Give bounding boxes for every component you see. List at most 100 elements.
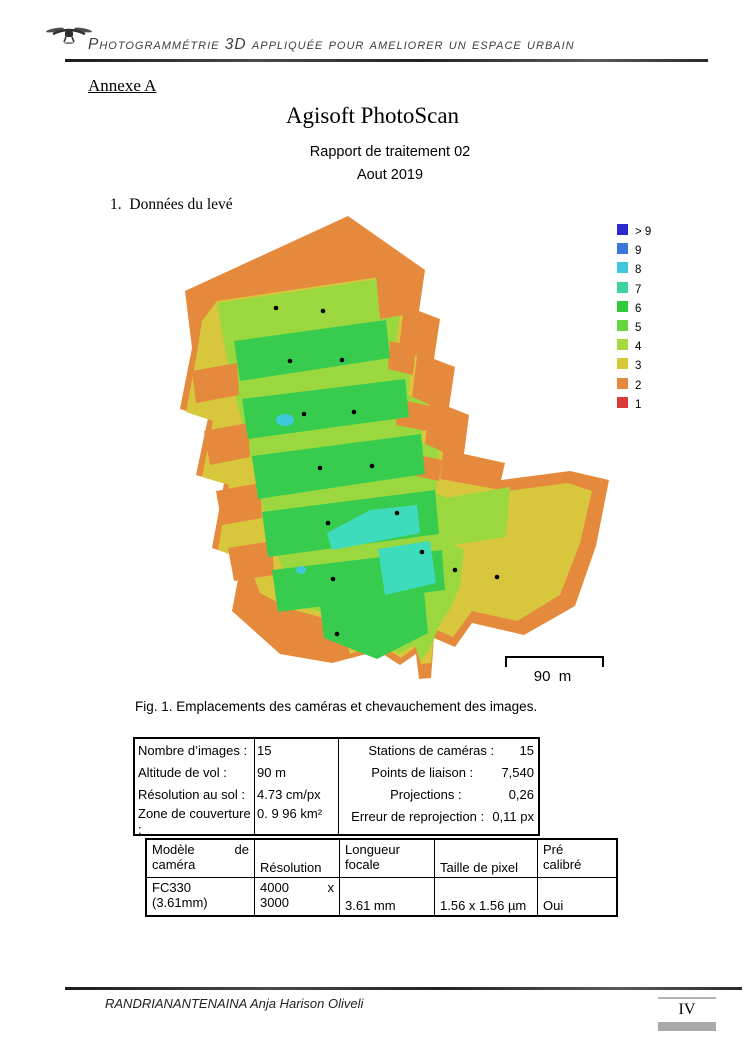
camera-model-table: Modèle de caméra Résolution Longueur foca… bbox=[145, 838, 618, 917]
legend-swatch-icon bbox=[617, 262, 628, 274]
stat-pair: Stations de caméras : 15 bbox=[339, 740, 538, 762]
cell-focal-length: 3.61 mm bbox=[339, 878, 434, 915]
stat-label: Stations de caméras : bbox=[368, 743, 495, 758]
legend-label: 6 bbox=[635, 302, 642, 315]
legend-swatch-icon bbox=[617, 243, 628, 255]
legend-item: 7 bbox=[617, 281, 707, 301]
cell-text: (3.61mm) bbox=[152, 895, 208, 910]
legend-swatch-icon bbox=[617, 300, 628, 312]
header-text: Modèle bbox=[152, 842, 195, 857]
header-precalibrated: Pré calibré bbox=[537, 840, 616, 877]
drone-logo-icon bbox=[46, 27, 92, 44]
legend-item: 1 bbox=[617, 396, 707, 416]
camera-table-header-row: Modèle de caméra Résolution Longueur foca… bbox=[147, 840, 616, 878]
report-header-title: Photogrammétrie 3D appliquée pour amelio… bbox=[88, 36, 575, 53]
stat-value: 90 m bbox=[257, 765, 286, 780]
figure-caption: Fig. 1. Emplacements des caméras et chev… bbox=[135, 699, 538, 714]
cell-pixel-size: 1.56 x 1.56 µm bbox=[434, 878, 537, 915]
legend-swatch-icon bbox=[617, 358, 628, 370]
legend-label: 3 bbox=[635, 360, 642, 373]
header-resolution: Résolution bbox=[254, 840, 339, 877]
cell-resolution: 4000 x 3000 bbox=[254, 878, 339, 915]
legend-label: 9 bbox=[635, 245, 642, 258]
footer-rule bbox=[65, 987, 742, 990]
stat-value: 0,26 bbox=[508, 787, 534, 802]
stat-label: Altitude de vol : bbox=[138, 765, 227, 780]
stats-value-column: 15 90 m 4.73 cm/px 0. 9 96 km² bbox=[254, 739, 338, 834]
stat-value: 0,11 px bbox=[492, 809, 534, 824]
cell-precalibrated: Oui bbox=[537, 878, 616, 915]
legend-swatch-icon bbox=[617, 396, 628, 408]
legend-swatch-icon bbox=[617, 339, 628, 351]
header-focal-length: Longueur focale bbox=[339, 840, 434, 877]
header-pixel-size: Taille de pixel bbox=[434, 840, 537, 877]
header-text: Pré bbox=[543, 842, 564, 857]
stats-label-column: Nombre d’images : Altitude de vol : Réso… bbox=[135, 739, 254, 837]
legend-item: 4 bbox=[617, 339, 707, 358]
header-rule bbox=[65, 59, 708, 62]
cell-camera-model: FC330 (3.61mm) bbox=[147, 878, 254, 915]
footer-author: RANDRIANANTENAINA Anja Harison Oliveli bbox=[105, 996, 364, 1011]
stat-value: 0. 9 96 km² bbox=[257, 806, 323, 821]
document-subtitle: Rapport de traitement 02 bbox=[309, 144, 471, 160]
header-text: de bbox=[234, 842, 249, 857]
cell-text: 3.61 mm bbox=[345, 898, 396, 913]
header-text: Longueur bbox=[345, 842, 400, 857]
overlap-legend: > 9 9 8 7 6 5 4 3 2 1 bbox=[617, 224, 707, 416]
header-text: Résolution bbox=[260, 860, 322, 875]
legend-label: 7 bbox=[635, 283, 642, 296]
scale-bar bbox=[505, 656, 604, 667]
cell-text: Oui bbox=[543, 898, 564, 913]
legend-swatch-icon bbox=[617, 319, 628, 331]
legend-item: 6 bbox=[617, 300, 707, 320]
camera-overlap-map bbox=[180, 216, 609, 679]
stat-value: 7,540 bbox=[501, 765, 534, 780]
header-camera-model: Modèle de caméra bbox=[147, 840, 254, 877]
legend-item: 8 bbox=[617, 262, 707, 281]
legend-item: > 9 bbox=[617, 224, 707, 243]
page-number-bar bbox=[658, 1022, 716, 1031]
header-text: calibré bbox=[543, 857, 582, 872]
cell-text: x bbox=[327, 880, 335, 895]
legend-swatch-icon bbox=[617, 281, 628, 293]
legend-item: 5 bbox=[617, 319, 707, 339]
header-text: focale bbox=[345, 857, 380, 872]
legend-swatch-icon bbox=[617, 377, 628, 389]
cell-text: 3000 bbox=[260, 895, 289, 910]
legend-item: 2 bbox=[617, 377, 707, 397]
stat-value: 15 bbox=[519, 743, 534, 758]
scale-bar-label: 90 m bbox=[533, 668, 572, 685]
stat-label: Nombre d’images : bbox=[138, 743, 248, 758]
cell-text: FC330 bbox=[152, 880, 192, 895]
legend-label: > 9 bbox=[635, 226, 652, 238]
survey-stats-table: Nombre d’images : Altitude de vol : Réso… bbox=[133, 737, 540, 837]
stat-label: Projections : bbox=[390, 787, 462, 802]
page-number-top-line bbox=[658, 997, 716, 999]
camera-position-dots bbox=[273, 305, 500, 637]
cell-text: 1.56 x 1.56 µm bbox=[440, 898, 527, 913]
legend-label: 5 bbox=[635, 321, 642, 334]
stat-label: Zone de couverture : bbox=[138, 806, 251, 837]
stat-pair: Projections : 0,26 bbox=[339, 784, 538, 806]
stats-right-column: Stations de caméras : 15 Points de liais… bbox=[338, 739, 538, 834]
legend-label: 2 bbox=[635, 379, 642, 392]
annexe-heading: Annexe A bbox=[88, 76, 157, 95]
document-title: Agisoft PhotoScan bbox=[285, 103, 460, 128]
stat-label: Points de liaison : bbox=[371, 765, 474, 780]
stat-value: 4.73 cm/px bbox=[257, 787, 321, 802]
section-heading: 1. Données du levé bbox=[110, 196, 233, 213]
document-date: Aout 2019 bbox=[356, 167, 424, 183]
cell-text: 4000 bbox=[260, 880, 289, 895]
legend-swatch-icon bbox=[617, 224, 628, 235]
stat-pair: Erreur de reprojection : 0,11 px bbox=[339, 806, 538, 828]
header-text: caméra bbox=[152, 857, 196, 872]
stat-label: Erreur de reprojection : bbox=[351, 809, 485, 824]
stat-pair: Points de liaison : 7,540 bbox=[339, 762, 538, 784]
legend-label: 8 bbox=[635, 264, 642, 277]
legend-item: 3 bbox=[617, 358, 707, 377]
legend-item: 9 bbox=[617, 243, 707, 262]
legend-label: 4 bbox=[635, 341, 642, 354]
stat-value: 15 bbox=[257, 743, 272, 758]
stat-label: Résolution au sol : bbox=[138, 787, 245, 802]
